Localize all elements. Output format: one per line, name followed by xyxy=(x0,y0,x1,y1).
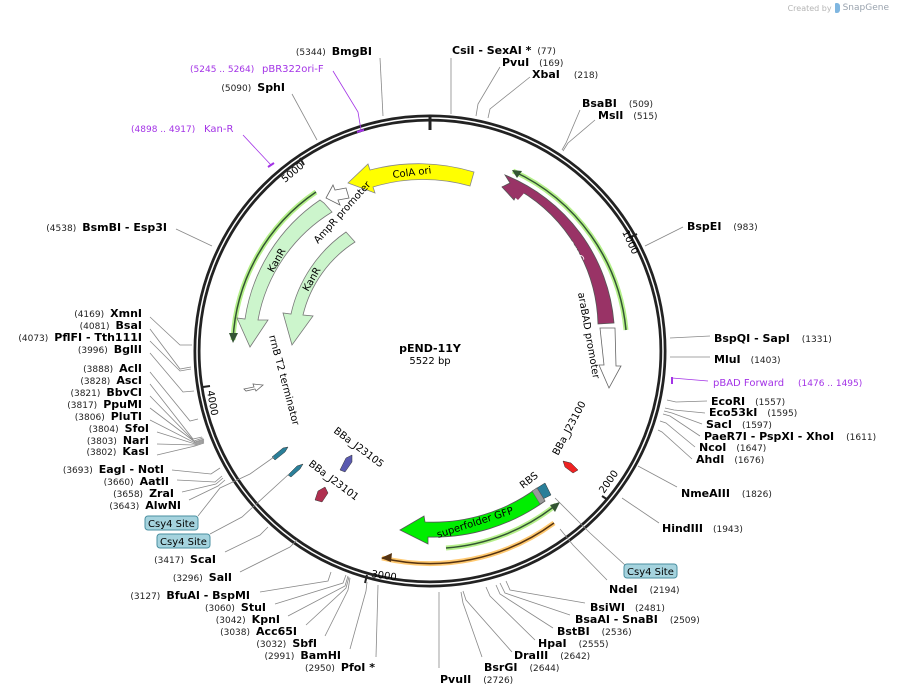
site-paer7i-pspxi-xhoi[interactable]: PaeR7I - PspXI - XhoI (1611) xyxy=(704,430,876,443)
bba-j23100-label: BBa_J23100 xyxy=(551,400,589,458)
credit-prefix: Created by xyxy=(787,3,832,13)
site-bsabi[interactable]: BsaBI (509) xyxy=(582,97,653,110)
site-bstbi[interactable]: BstBI (2536) xyxy=(557,625,632,638)
csy4-label-1[interactable]: Csy4 Site xyxy=(144,456,275,531)
csy4-label-2-text: Csy4 Site xyxy=(160,537,207,548)
restriction-sites-right: CsiI - SexAI * (77) PvuI (169) XbaI (218) B… xyxy=(438,44,876,686)
feature-bba-j23105[interactable]: BBa_J23105 xyxy=(331,426,385,473)
site-bsiwi[interactable]: BsiWI (2481) xyxy=(590,601,665,614)
feature-kanr-2[interactable]: KanR xyxy=(282,231,356,346)
site-bbvci[interactable]: (3821) BbvCI xyxy=(70,386,142,399)
primer-kan-r-pos: (4898 .. 4917) xyxy=(131,125,195,135)
site-eco53ki[interactable]: Eco53kI (1595) xyxy=(709,406,797,419)
bba-j23101-label: BBa_J23101 xyxy=(306,459,360,504)
site-bglii[interactable]: (3996) BglII xyxy=(78,343,142,356)
primer-pbad-forward-pos: (1476 .. 1495) xyxy=(798,379,862,389)
site-pluti[interactable]: (3806) PluTI xyxy=(75,410,142,423)
site-pvuii[interactable]: PvuII (2726) xyxy=(440,673,513,686)
plasmid-name: pEND-11Y xyxy=(399,342,462,355)
primer-kan-r[interactable]: (4898 .. 4917) Kan-R xyxy=(131,124,275,168)
primer-pbr322ori-f-name: pBR322ori-F xyxy=(262,64,324,75)
tick-4000: 4000 xyxy=(204,390,219,417)
feature-bba-j23100[interactable]: BBa_J23100 xyxy=(551,400,589,474)
site-ndei[interactable]: NdeI (2194) xyxy=(609,583,680,596)
site-pflfi-tth111i[interactable]: (4073) PflFI - Tth111I xyxy=(18,331,142,344)
site-bsai[interactable]: (4081) BsaI xyxy=(80,319,142,332)
site-aatii[interactable]: (3660) AatII xyxy=(104,475,169,488)
site-sbfi[interactable]: (3032) SbfI xyxy=(256,637,317,650)
bba-j23105-label: BBa_J23105 xyxy=(331,426,385,471)
site-bmgbi[interactable]: (5344) BmgBI xyxy=(296,45,372,58)
orf-highlight-gfp xyxy=(445,502,560,551)
site-acc65i[interactable]: (3038) Acc65I xyxy=(220,625,297,638)
orf-highlight-orange xyxy=(381,520,556,567)
site-ppumi[interactable]: (3817) PpuMI xyxy=(67,398,142,411)
site-msli[interactable]: MslI (515) xyxy=(598,109,658,122)
tick-3000: 3000 xyxy=(371,569,398,583)
site-bspqi-sapi[interactable]: BspQI - SapI (1331) xyxy=(714,332,832,345)
site-bspei[interactable]: BspEI (983) xyxy=(687,220,758,233)
site-sphi[interactable]: (5090) SphI xyxy=(221,81,285,94)
feature-bba-j23101[interactable]: BBa_J23101 xyxy=(306,459,360,504)
cola-ori-label: ColA ori xyxy=(392,165,432,181)
site-alwni[interactable]: (3643) AlwNI xyxy=(109,499,181,512)
primer-pbr322ori-f[interactable]: (5245 .. 5264) pBR322ori-F xyxy=(190,64,365,133)
site-saci[interactable]: SacI (1597) xyxy=(706,418,772,431)
site-scai[interactable]: (3417) ScaI xyxy=(154,553,216,566)
site-hindiii[interactable]: HindIII (1943) xyxy=(662,522,743,535)
feature-cola-ori[interactable]: ColA ori xyxy=(347,163,475,194)
site-nmeaiii[interactable]: NmeAIII (1826) xyxy=(681,487,772,500)
primer-pbr322ori-f-pos: (5245 .. 5264) xyxy=(190,65,254,75)
site-asci[interactable]: (3828) AscI xyxy=(80,374,142,387)
orf-highlight-arac xyxy=(511,168,629,331)
site-kasi[interactable]: (3802) KasI xyxy=(86,445,149,458)
rrnb-t2-label: rrnB T2 terminator xyxy=(266,334,301,428)
site-xbai[interactable]: XbaI (218) xyxy=(532,68,598,81)
site-pvui[interactable]: PvuI (169) xyxy=(502,56,563,69)
credit-brand: SnapGene xyxy=(842,3,889,13)
site-sali[interactable]: (3296) SalI xyxy=(173,571,232,584)
site-pfoi[interactable]: (2950) PfoI * xyxy=(305,661,375,674)
primer-kan-r-name: Kan-R xyxy=(204,124,233,135)
primer-pbad-forward[interactable]: pBAD Forward (1476 .. 1495) xyxy=(671,377,862,389)
restriction-sites-left: (5344) BmgBI (5090) SphI (4538) BsmBI - Esp… xyxy=(18,45,384,674)
site-bsrgi[interactable]: BsrGI (2644) xyxy=(484,661,559,674)
site-ecori[interactable]: EcoRI (1557) xyxy=(711,395,785,408)
site-bamhi[interactable]: (2991) BamHI xyxy=(264,649,341,662)
site-bfuai-bspmi[interactable]: (3127) BfuAI - BspMI xyxy=(130,589,250,602)
site-hpai[interactable]: HpaI (2555) xyxy=(538,637,609,650)
primer-pbad-forward-name: pBAD Forward xyxy=(713,378,784,389)
site-nari[interactable]: (3803) NarI xyxy=(87,434,149,447)
snapgene-logo-icon xyxy=(834,3,840,13)
csy4-label-3-text: Csy4 Site xyxy=(627,567,674,578)
site-bsaai-snabi[interactable]: BsaAI - SnaBI (2509) xyxy=(575,613,700,626)
site-csii-sexai[interactable]: CsiI - SexAI * (77) xyxy=(452,44,556,57)
site-acli[interactable]: (3888) AclI xyxy=(83,362,142,375)
site-mlui[interactable]: MluI (1403) xyxy=(714,353,781,366)
site-stui[interactable]: (3060) StuI xyxy=(205,601,266,614)
csy4-label-3[interactable]: Csy4 Site xyxy=(554,497,678,579)
site-ahdi[interactable]: AhdI (1676) xyxy=(696,453,764,466)
feature-superfolder-gfp[interactable]: superfolder GFP xyxy=(399,487,546,545)
site-kpni[interactable]: (3042) KpnI xyxy=(216,613,280,626)
orf-highlight-kanr xyxy=(229,189,318,343)
site-bsmbi-esp3i[interactable]: (4538) BsmBI - Esp3I xyxy=(46,221,167,234)
site-sfoi[interactable]: (3804) SfoI xyxy=(89,422,149,435)
site-eagi-noti[interactable]: (3693) EagI - NotI xyxy=(63,463,164,476)
site-xmni[interactable]: (4169) XmnI xyxy=(74,307,142,320)
csy4-label-2[interactable]: Csy4 Site xyxy=(156,473,290,549)
plasmid-length: 5522 bp xyxy=(409,356,450,367)
site-zrai[interactable]: (3658) ZraI xyxy=(113,487,174,500)
feature-csy4-2[interactable] xyxy=(287,463,304,478)
site-ncoi[interactable]: NcoI (1647) xyxy=(699,441,766,454)
feature-csy4-1[interactable] xyxy=(271,446,289,461)
feature-rrnb-t2-terminator[interactable]: rrnB T2 terminator xyxy=(243,334,301,428)
site-draiii[interactable]: DraIII (2642) xyxy=(514,649,590,662)
snapgene-credit: Created by SnapGene xyxy=(788,3,889,13)
csy4-label-1-text: Csy4 Site xyxy=(148,519,195,530)
